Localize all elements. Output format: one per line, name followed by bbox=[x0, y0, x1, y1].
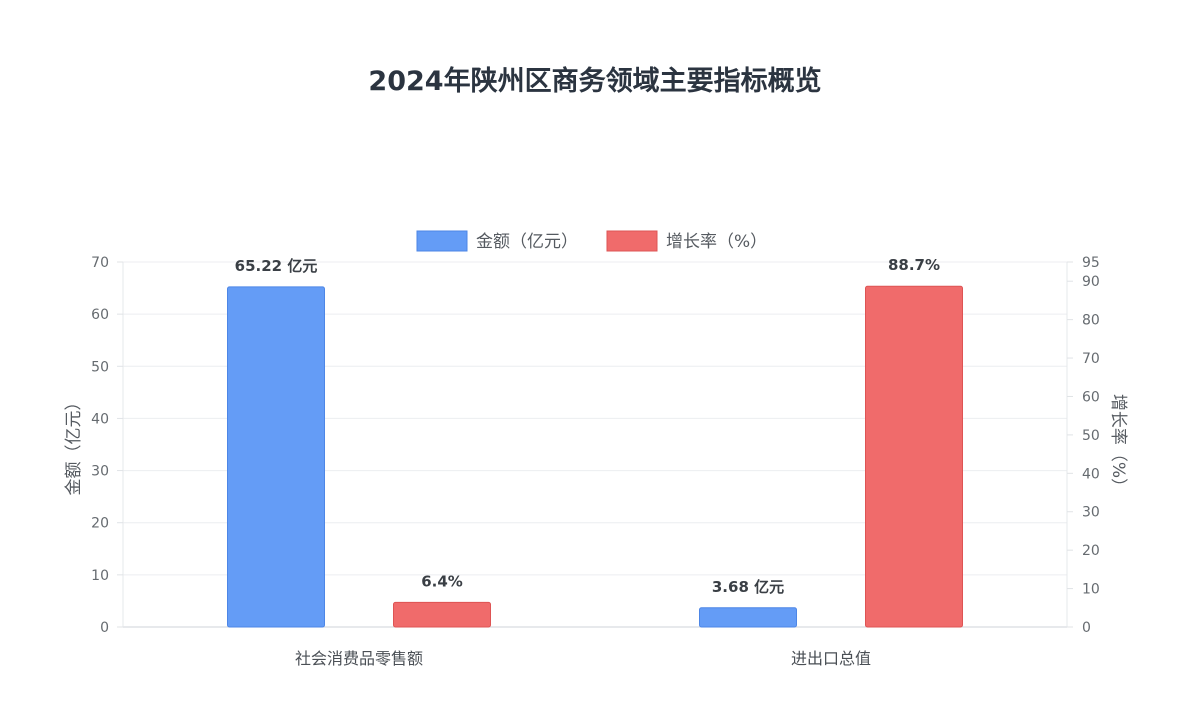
chart-title: 2024年陕州区商务领域主要指标概览 bbox=[368, 65, 821, 97]
legend-item[interactable]: 金额（亿元） bbox=[416, 230, 578, 252]
y-right-tick-label: 40 bbox=[1082, 466, 1100, 482]
y-right-tick-label: 60 bbox=[1082, 389, 1100, 405]
growth-bar[interactable] bbox=[865, 285, 963, 628]
y-right-tick-label: 80 bbox=[1082, 313, 1100, 329]
y-right-tick-label: 50 bbox=[1082, 428, 1100, 444]
y-right-tick-label: 70 bbox=[1082, 351, 1100, 367]
legend[interactable]: 金额（亿元） 增长率（%） bbox=[416, 230, 767, 252]
x-category-label: 社会消费品零售额 bbox=[295, 649, 423, 668]
amount-bar[interactable] bbox=[227, 286, 325, 628]
y-left-axis-title: 金额（亿元） bbox=[64, 394, 84, 496]
bars bbox=[227, 285, 963, 628]
bar-value-label: 3.68 亿元 bbox=[712, 578, 784, 596]
legend-swatch bbox=[416, 230, 468, 252]
y-right-tick-label: 10 bbox=[1082, 582, 1100, 598]
y-left-tick-label: 60 bbox=[91, 307, 109, 323]
bar-value-label: 65.22 亿元 bbox=[235, 257, 318, 275]
legend-label: 增长率（%） bbox=[666, 232, 767, 252]
y-left-tick-label: 0 bbox=[100, 620, 109, 636]
legend-item[interactable]: 增长率（%） bbox=[606, 230, 767, 252]
x-category-label: 进出口总值 bbox=[791, 649, 871, 668]
y-right-tick-label: 20 bbox=[1082, 543, 1100, 559]
growth-bar[interactable] bbox=[393, 601, 491, 628]
axes: 0 10 20 30 40 50 60 70 0 10 20 30 40 50 60 70 80 90 95 金额（亿… bbox=[64, 255, 1128, 668]
bar-value-label: 6.4% bbox=[421, 572, 463, 590]
legend-label: 金额（亿元） bbox=[476, 232, 578, 252]
y-right-tick-label: 90 bbox=[1082, 274, 1100, 290]
y-right-tick-label: 30 bbox=[1082, 505, 1100, 521]
legend-swatch bbox=[606, 230, 658, 252]
y-left-tick-label: 70 bbox=[91, 255, 109, 271]
y-left-tick-label: 30 bbox=[91, 464, 109, 480]
amount-bar[interactable] bbox=[699, 607, 797, 628]
y-right-tick-label: 95 bbox=[1082, 255, 1100, 271]
y-right-axis-title: 增长率（%） bbox=[1108, 394, 1128, 495]
bar-value-label: 88.7% bbox=[888, 256, 940, 274]
data-labels: 65.22 亿元 6.4% 3.68 亿元 88.7% bbox=[235, 256, 940, 596]
y-left-tick-label: 50 bbox=[91, 359, 109, 375]
y-left-tick-label: 10 bbox=[91, 568, 109, 584]
y-left-tick-label: 40 bbox=[91, 411, 109, 427]
y-right-tick-label: 0 bbox=[1082, 620, 1091, 636]
y-left-tick-label: 20 bbox=[91, 516, 109, 532]
